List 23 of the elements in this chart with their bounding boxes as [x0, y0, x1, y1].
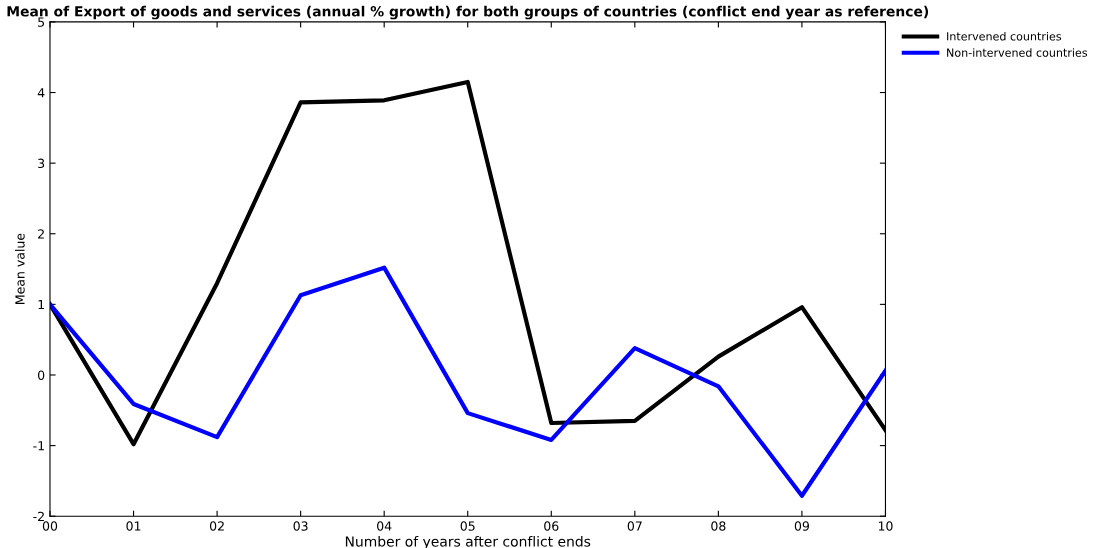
x-tick-label: 00 [42, 521, 58, 531]
x-tick-label: 03 [293, 521, 308, 531]
legend-label: Non-intervened countries [947, 48, 1088, 57]
y-tick-label: 1 [38, 300, 44, 310]
y-tick-label: 4 [37, 88, 45, 98]
y-tick-label: 5 [38, 17, 45, 27]
line-series [50, 265, 886, 498]
y-tick-label: 2 [38, 229, 44, 239]
y-axis-title: Mean value [15, 233, 25, 304]
y-tick-label: -1 [33, 441, 44, 451]
x-tick-label: 10 [878, 521, 893, 531]
legend-label: Intervened countries [947, 31, 1062, 41]
x-tick-label: 06 [544, 521, 559, 531]
y-tick-label: -2 [33, 511, 44, 521]
x-tick-label: 01 [126, 521, 141, 531]
y-tick-label: 0 [38, 370, 45, 380]
y-tick-label: 3 [38, 158, 45, 169]
x-tick-label: 04 [377, 521, 392, 531]
x-tick-label: 09 [794, 521, 809, 531]
x-tick-label: 07 [627, 521, 642, 531]
x-tick-label: 02 [209, 521, 224, 531]
x-tick-label: 08 [711, 521, 726, 531]
x-tick-label: 05 [460, 521, 475, 531]
